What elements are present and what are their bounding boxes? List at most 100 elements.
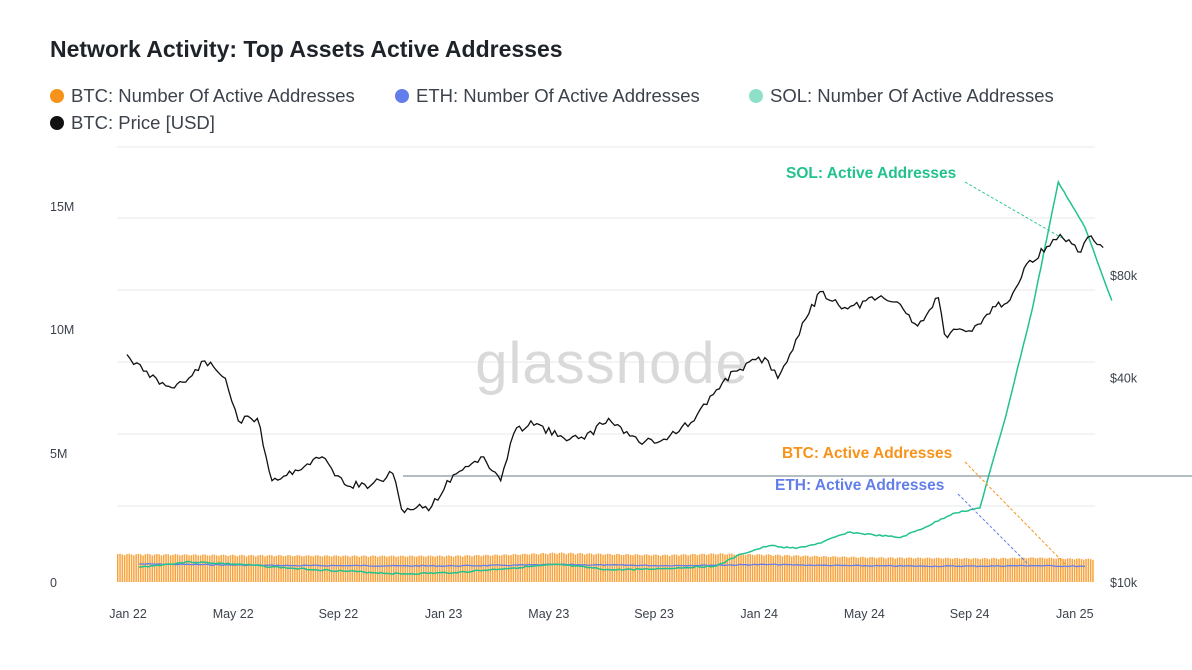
btc-active-addresses-bar <box>1076 558 1078 582</box>
btc-active-addresses-bar <box>613 554 616 582</box>
btc-active-addresses-bar <box>199 555 202 582</box>
btc-active-addresses-bar <box>271 555 273 582</box>
btc-active-addresses-bar <box>951 558 954 582</box>
btc-active-addresses-bar <box>933 558 935 582</box>
btc-active-addresses-bar <box>894 558 896 582</box>
btc-active-addresses-bar <box>577 553 579 582</box>
btc-active-addresses-bar <box>487 554 489 582</box>
btc-active-addresses-bar <box>126 554 128 582</box>
btc-active-addresses-bar <box>1060 558 1062 582</box>
btc-active-addresses-bar <box>333 555 335 582</box>
btc-active-addresses-bar <box>160 555 163 582</box>
btc-active-addresses-bar <box>717 554 719 582</box>
btc-active-addresses-bar <box>540 553 542 582</box>
annotation-leader-eth <box>957 493 1031 567</box>
btc-active-addresses-bar <box>1039 557 1041 582</box>
btc-active-addresses-bar <box>961 558 963 582</box>
btc-active-addresses-bar <box>912 558 915 582</box>
x-tick-label: May 22 <box>213 607 254 621</box>
btc-active-addresses-bar <box>756 554 758 582</box>
btc-active-addresses-bar <box>623 555 625 582</box>
btc-active-addresses-bar <box>871 556 873 582</box>
btc-active-addresses-bar <box>351 555 354 582</box>
btc-active-addresses-bar <box>535 554 538 582</box>
btc-active-addresses-bar <box>167 554 170 582</box>
btc-active-addresses-bar <box>264 556 266 582</box>
annotation-leader-sol <box>964 181 1063 239</box>
btc-active-addresses-bar <box>993 557 995 582</box>
btc-active-addresses-bar <box>567 553 570 582</box>
btc-active-addresses-bar <box>846 557 848 582</box>
btc-active-addresses-bar <box>988 559 991 582</box>
btc-active-addresses-bar <box>841 556 843 582</box>
btc-active-addresses-bar <box>866 558 869 582</box>
btc-active-addresses-bar <box>620 554 623 582</box>
btc-active-addresses-bar <box>528 554 531 582</box>
btc-active-addresses-bar <box>1078 558 1080 582</box>
btc-active-addresses-bar <box>880 557 883 582</box>
btc-active-addresses-bar <box>928 557 931 582</box>
btc-active-addresses-bar <box>416 556 418 582</box>
btc-active-addresses-bar <box>261 555 264 582</box>
btc-active-addresses-bar <box>749 553 751 582</box>
btc-active-addresses-bar <box>938 557 940 582</box>
btc-active-addresses-bar <box>236 556 239 582</box>
series-lines <box>126 179 1113 575</box>
btc-active-addresses-bar <box>744 555 747 582</box>
btc-active-addresses-bar <box>1037 558 1039 582</box>
btc-active-addresses-bar <box>800 556 802 582</box>
btc-active-addresses-bar <box>1087 558 1090 582</box>
btc-active-addresses-bar <box>468 555 471 582</box>
legend-item-btc-price[interactable]: BTC: Price [USD] <box>50 112 215 134</box>
btc-active-addresses-bar <box>710 553 712 582</box>
btc-active-addresses-bar <box>728 553 731 582</box>
btc-active-addresses-bar <box>344 555 347 582</box>
btc-active-addresses-bar <box>140 554 142 582</box>
btc-active-addresses-bar <box>547 554 549 582</box>
btc-active-addresses-bar <box>448 555 450 582</box>
btc-active-addresses-bar <box>544 553 547 582</box>
btc-active-addresses-bar <box>917 557 919 582</box>
annotation-sol: SOL: Active Addresses <box>786 165 956 182</box>
btc-active-addresses-bar <box>926 557 929 582</box>
btc-active-addresses-bar <box>1089 559 1092 582</box>
btc-active-addresses-bar <box>330 556 333 582</box>
btc-active-addresses-bar <box>1041 557 1044 582</box>
btc-active-addresses-bar <box>413 556 416 582</box>
btc-active-addresses-bar <box>795 555 797 582</box>
btc-active-addresses-bar <box>915 558 917 582</box>
legend-item-eth-active-addresses[interactable]: ETH: Number Of Active Addresses <box>395 85 749 107</box>
btc-active-addresses-bar <box>1092 559 1094 582</box>
btc-active-addresses-bar <box>367 556 370 582</box>
btc-active-addresses-bar <box>411 555 413 582</box>
btc-active-addresses-bar <box>887 557 889 582</box>
btc-active-addresses-bar <box>832 556 834 582</box>
btc-active-addresses-bar <box>908 557 910 582</box>
legend-item-btc-active-addresses[interactable]: BTC: Number Of Active Addresses <box>50 85 395 107</box>
btc-active-addresses-bar <box>889 557 892 582</box>
btc-active-addresses-bar <box>1064 559 1067 582</box>
annotation-eth: ETH: Active Addresses <box>775 477 944 494</box>
btc-active-addresses-bar <box>712 553 715 582</box>
btc-active-addresses-bar <box>922 558 924 582</box>
btc-active-addresses-bar <box>238 555 241 582</box>
btc-active-addresses-bar <box>314 555 317 582</box>
btc-active-addresses-bar <box>1083 559 1085 582</box>
btc-active-addresses-bar <box>882 557 885 582</box>
legend-item-sol-active-addresses[interactable]: SOL: Number Of Active Addresses <box>749 85 1054 107</box>
btc-active-addresses-bar <box>390 555 393 582</box>
btc-active-addresses-bar <box>816 555 818 582</box>
btc-active-addresses-bar <box>195 554 197 582</box>
btc-active-addresses-bar <box>648 555 650 582</box>
btc-active-addresses-bar <box>1050 557 1053 582</box>
btc-active-addresses-bar <box>827 557 830 582</box>
sol-active-addresses-line <box>138 179 1113 575</box>
btc-active-addresses-bar <box>809 556 811 582</box>
btc-active-addresses-bar <box>284 555 287 582</box>
btc-active-addresses-bar <box>149 554 151 582</box>
btc-active-addresses-bar <box>432 556 434 582</box>
btc-active-addresses-bar <box>965 557 968 582</box>
btc-active-addresses-bar <box>1030 557 1032 582</box>
btc-active-addresses-bar <box>379 556 381 582</box>
btc-active-addresses-bar <box>825 556 827 582</box>
